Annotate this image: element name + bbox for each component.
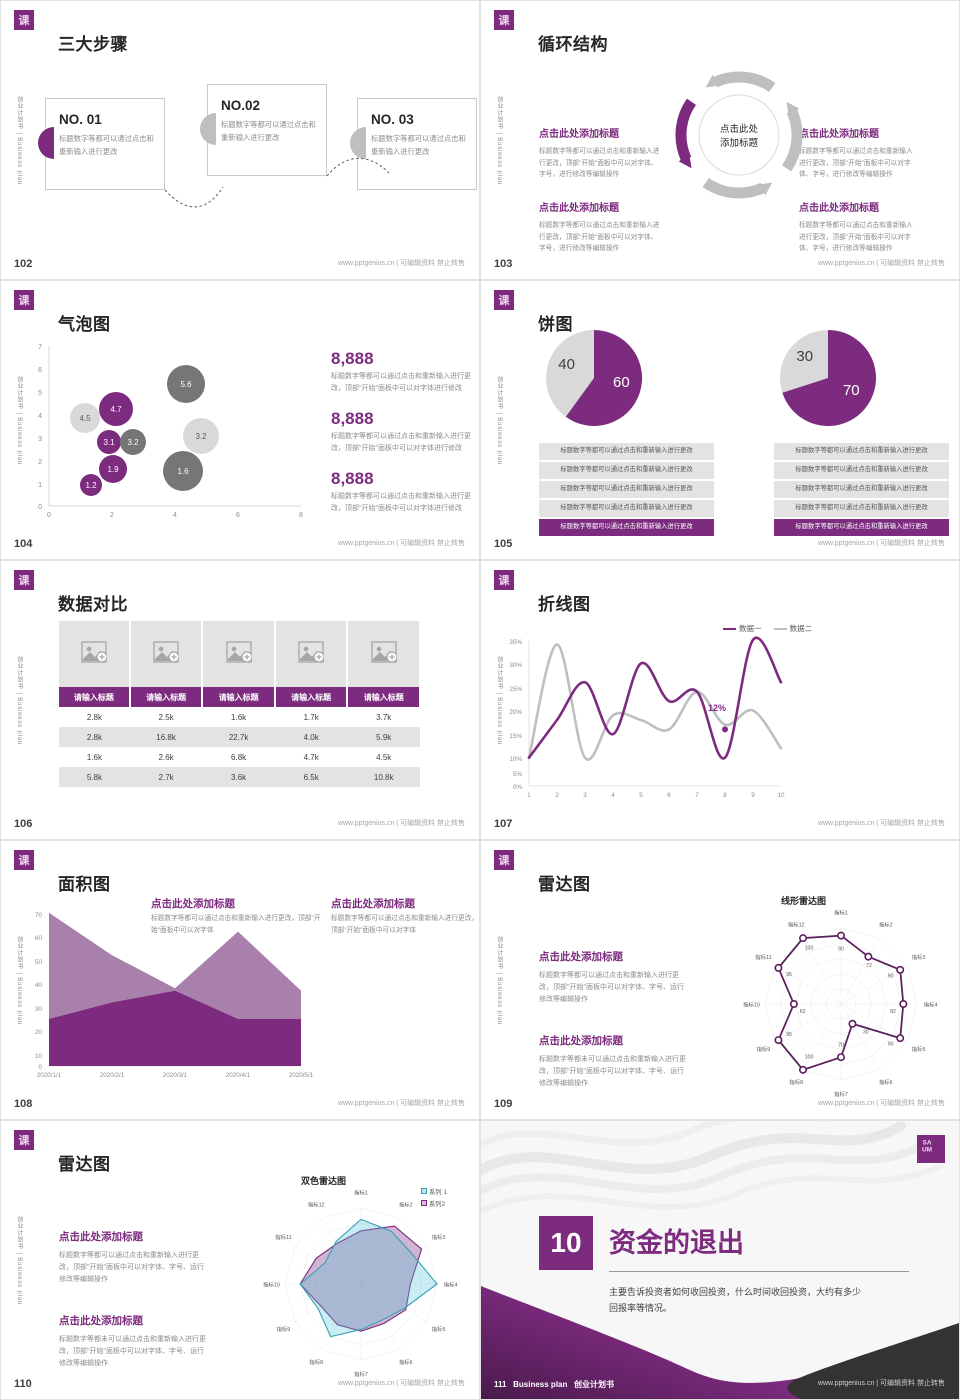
svg-text:指标5: 指标5 bbox=[432, 1325, 446, 1333]
svg-text:指标10: 指标10 bbox=[263, 1280, 280, 1288]
svg-text:60: 60 bbox=[613, 374, 630, 391]
svg-text:指标2: 指标2 bbox=[879, 920, 893, 928]
svg-text:指标1: 指标1 bbox=[354, 1188, 368, 1196]
svg-text:5: 5 bbox=[639, 792, 643, 799]
svg-text:2020/4/1: 2020/4/1 bbox=[226, 1072, 251, 1079]
svg-text:20: 20 bbox=[35, 1029, 43, 1036]
svg-text:指标11: 指标11 bbox=[755, 953, 771, 961]
svg-text:指标10: 指标10 bbox=[743, 1000, 760, 1008]
svg-text:100: 100 bbox=[805, 1054, 814, 1060]
svg-text:4: 4 bbox=[173, 512, 177, 519]
svg-text:指标3: 指标3 bbox=[432, 1233, 446, 1241]
svg-text:2: 2 bbox=[38, 459, 42, 466]
svg-text:3.2: 3.2 bbox=[195, 432, 207, 441]
svg-text:0: 0 bbox=[47, 512, 51, 519]
svg-text:3: 3 bbox=[583, 792, 587, 799]
svg-text:15%: 15% bbox=[509, 733, 522, 740]
svg-text:30%: 30% bbox=[509, 662, 522, 669]
svg-text:指标12: 指标12 bbox=[308, 1200, 325, 1208]
svg-text:指标7: 指标7 bbox=[354, 1370, 368, 1378]
svg-text:指标1: 指标1 bbox=[834, 908, 848, 916]
svg-text:10: 10 bbox=[35, 1053, 43, 1060]
svg-text:10: 10 bbox=[777, 792, 785, 799]
svg-text:72: 72 bbox=[866, 963, 872, 969]
svg-text:SA: SA bbox=[923, 1139, 932, 1146]
svg-text:指标4: 指标4 bbox=[444, 1280, 458, 1288]
svg-text:点击此处: 点击此处 bbox=[720, 123, 759, 135]
svg-text:2: 2 bbox=[555, 792, 559, 799]
svg-text:4.5: 4.5 bbox=[79, 414, 91, 423]
svg-text:2: 2 bbox=[110, 512, 114, 519]
svg-text:课: 课 bbox=[19, 573, 31, 587]
svg-text:指标8: 指标8 bbox=[309, 1358, 323, 1366]
svg-text:90: 90 bbox=[888, 974, 894, 980]
svg-text:指标6: 指标6 bbox=[879, 1078, 893, 1086]
svg-text:3.1: 3.1 bbox=[103, 438, 115, 447]
svg-text:指标3: 指标3 bbox=[912, 953, 926, 961]
svg-text:95: 95 bbox=[786, 972, 792, 978]
svg-text:4: 4 bbox=[611, 792, 615, 799]
svg-text:添加标题: 添加标题 bbox=[720, 137, 759, 149]
svg-text:70: 70 bbox=[35, 912, 43, 919]
svg-text:3: 3 bbox=[38, 436, 42, 443]
svg-text:90: 90 bbox=[888, 1042, 894, 1048]
svg-text:9: 9 bbox=[751, 792, 755, 799]
svg-text:1.6: 1.6 bbox=[177, 467, 189, 476]
svg-text:2020/5/1: 2020/5/1 bbox=[289, 1072, 314, 1079]
svg-text:指标9: 指标9 bbox=[277, 1325, 291, 1333]
svg-text:90: 90 bbox=[838, 946, 844, 952]
svg-text:指标4: 指标4 bbox=[924, 1000, 938, 1008]
svg-text:8: 8 bbox=[299, 512, 303, 519]
svg-text:指标5: 指标5 bbox=[912, 1045, 926, 1053]
svg-text:0: 0 bbox=[38, 1064, 42, 1071]
svg-text:6: 6 bbox=[236, 512, 240, 519]
svg-text:4: 4 bbox=[38, 413, 42, 420]
svg-text:1.2: 1.2 bbox=[85, 481, 97, 490]
svg-text:82: 82 bbox=[890, 1009, 896, 1015]
svg-text:70: 70 bbox=[843, 382, 860, 399]
svg-text:30: 30 bbox=[863, 1030, 869, 1036]
svg-text:7: 7 bbox=[38, 344, 42, 351]
svg-text:50: 50 bbox=[35, 959, 43, 966]
svg-text:2020/2/1: 2020/2/1 bbox=[100, 1072, 125, 1079]
svg-text:0: 0 bbox=[38, 504, 42, 511]
svg-text:35%: 35% bbox=[509, 639, 522, 646]
svg-text:指标7: 指标7 bbox=[834, 1090, 848, 1098]
svg-text:6: 6 bbox=[667, 792, 671, 799]
svg-text:60: 60 bbox=[35, 935, 43, 942]
svg-text:7: 7 bbox=[695, 792, 699, 799]
svg-text:40: 40 bbox=[35, 982, 43, 989]
svg-text:5: 5 bbox=[38, 390, 42, 397]
svg-text:70: 70 bbox=[838, 1042, 844, 1048]
svg-text:1.9: 1.9 bbox=[107, 465, 119, 474]
svg-text:30: 30 bbox=[796, 348, 813, 365]
svg-text:指标12: 指标12 bbox=[788, 920, 805, 928]
svg-text:UM: UM bbox=[922, 1146, 932, 1153]
svg-text:62: 62 bbox=[800, 1009, 806, 1015]
svg-text:2020/3/1: 2020/3/1 bbox=[163, 1072, 188, 1079]
svg-text:1: 1 bbox=[38, 482, 42, 489]
svg-text:20%: 20% bbox=[509, 709, 522, 716]
svg-text:5.6: 5.6 bbox=[180, 380, 192, 389]
svg-text:6: 6 bbox=[38, 367, 42, 374]
svg-text:25%: 25% bbox=[509, 686, 522, 693]
svg-text:30: 30 bbox=[35, 1006, 43, 1013]
svg-text:12%: 12% bbox=[708, 703, 726, 713]
svg-text:1: 1 bbox=[527, 792, 531, 799]
svg-text:指标11: 指标11 bbox=[275, 1233, 291, 1241]
svg-text:10%: 10% bbox=[509, 756, 522, 763]
svg-text:4.7: 4.7 bbox=[110, 405, 122, 414]
svg-text:8: 8 bbox=[723, 792, 727, 799]
svg-text:指标2: 指标2 bbox=[399, 1200, 413, 1208]
svg-text:0%: 0% bbox=[513, 784, 523, 791]
svg-text:40: 40 bbox=[558, 356, 575, 373]
svg-text:95: 95 bbox=[786, 1032, 792, 1038]
svg-text:3.2: 3.2 bbox=[127, 438, 139, 447]
svg-text:2020/1/1: 2020/1/1 bbox=[37, 1072, 62, 1079]
svg-text:指标9: 指标9 bbox=[757, 1045, 771, 1053]
svg-text:100: 100 bbox=[805, 946, 814, 952]
svg-text:5%: 5% bbox=[513, 771, 523, 778]
svg-text:指标6: 指标6 bbox=[399, 1358, 413, 1366]
svg-text:指标8: 指标8 bbox=[789, 1078, 803, 1086]
